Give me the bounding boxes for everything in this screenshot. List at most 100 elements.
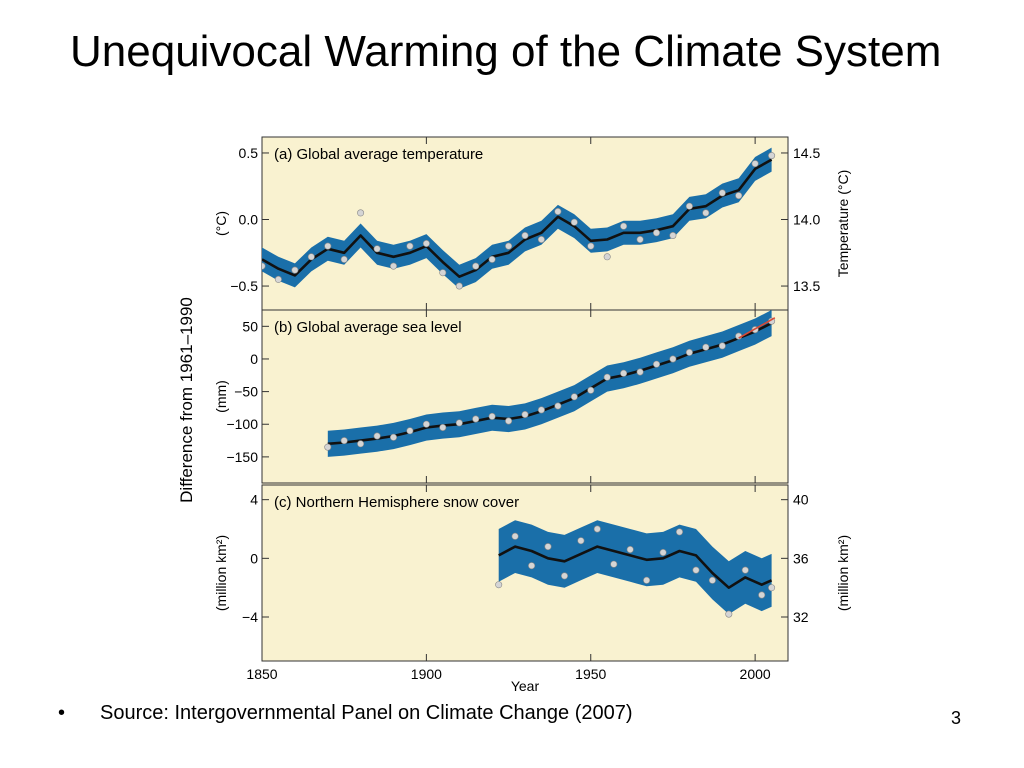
data-point [455, 419, 463, 427]
data-point [439, 269, 447, 277]
y-tick-label: −100 [226, 416, 258, 432]
data-point [537, 406, 545, 414]
data-point [422, 420, 430, 428]
series-line [498, 545, 773, 589]
data-point [702, 343, 710, 351]
panel-ylabel-b: (mm) [213, 380, 229, 413]
x-tick-label: 1900 [411, 666, 442, 682]
y-tick-label: 0 [250, 351, 258, 367]
data-point [659, 548, 667, 556]
data-point [593, 525, 601, 533]
data-point [669, 355, 677, 363]
data-point [652, 229, 660, 237]
y-tick-label: 50 [242, 318, 258, 334]
data-point [626, 545, 634, 553]
data-point [340, 255, 348, 263]
y-tick-label: 4 [250, 492, 258, 508]
data-point [685, 348, 693, 356]
data-point [511, 532, 519, 540]
data-point [636, 368, 644, 376]
source-citation: • Source: Intergovernmental Panel on Clim… [58, 702, 633, 725]
data-point [528, 562, 536, 570]
data-point [406, 242, 414, 250]
data-point [570, 393, 578, 401]
data-point [488, 255, 496, 263]
data-point [521, 410, 529, 418]
right-tick-label: 14.0 [793, 212, 820, 228]
data-point [406, 427, 414, 435]
data-point [636, 236, 644, 244]
panel-data-b [324, 310, 776, 457]
data-point [587, 242, 595, 250]
y-tick-label: −4 [242, 609, 258, 625]
data-point [718, 189, 726, 197]
data-point [357, 440, 365, 448]
data-point [620, 369, 628, 377]
panel-b: 50 0 −50 −100 −150 (b) Global average sea lev… [213, 309, 789, 484]
data-point [521, 232, 529, 240]
data-point [708, 576, 716, 584]
data-point [291, 266, 299, 274]
data-point [741, 566, 749, 574]
panel-frame-c [261, 484, 789, 662]
data-point [758, 591, 766, 599]
data-point [718, 342, 726, 350]
data-point [577, 537, 585, 545]
data-point [472, 262, 480, 270]
data-point [587, 386, 595, 394]
satellite-trend-line [738, 317, 776, 339]
x-tick-label: 2000 [740, 666, 771, 682]
page-title: Unequivocal Warming of the Climate Syste… [70, 27, 942, 76]
data-point [610, 560, 618, 568]
data-point [324, 242, 332, 250]
data-point [725, 610, 733, 618]
data-point [652, 360, 660, 368]
data-point [357, 209, 365, 217]
y-tick-label: −150 [226, 449, 258, 465]
panel-title-b: (b) Global average sea level [274, 319, 462, 336]
data-point [643, 576, 651, 584]
panel-ylabel-c: (million km²) [213, 535, 229, 611]
panel-title-c: (c) Northern Hemisphere snow cover [274, 494, 519, 511]
y-tick-label: −50 [234, 384, 258, 400]
data-point [751, 160, 759, 168]
data-point [537, 236, 545, 244]
data-point [495, 581, 503, 589]
y-tick-label: 0.0 [239, 212, 259, 228]
data-point [669, 232, 677, 240]
data-point [768, 152, 776, 160]
page-number: 3 [951, 708, 962, 728]
panel-right-label-a: Temperature (°C) [835, 170, 851, 278]
data-point [455, 282, 463, 290]
data-point [488, 412, 496, 420]
data-point [560, 572, 568, 580]
panel-frame-b [261, 309, 789, 484]
x-axis-label: Year [511, 678, 540, 694]
data-point [570, 218, 578, 226]
x-tick-label: 1850 [246, 666, 277, 682]
data-point [505, 242, 513, 250]
uncertainty-band [327, 310, 772, 457]
data-point [324, 443, 332, 451]
data-point [262, 262, 266, 270]
x-tick-label: 1950 [575, 666, 606, 682]
y-tick-label: 0.5 [239, 145, 259, 161]
data-point [768, 584, 776, 592]
data-point [274, 275, 282, 283]
data-point [735, 192, 743, 200]
data-point [554, 208, 562, 216]
data-point [620, 222, 628, 230]
bullet: • [58, 702, 66, 724]
data-point [603, 253, 611, 261]
data-point [472, 415, 480, 423]
panel-a: 0.5 0.0 −0.5 14.5 14.0 13.5 (a) Global average… [213, 136, 851, 311]
uncertainty-band [498, 520, 772, 615]
source-text: Source: Intergovernmental Panel on Clima… [100, 702, 633, 724]
data-point [544, 543, 552, 551]
data-point [340, 437, 348, 445]
right-tick-label: 36 [793, 550, 809, 566]
data-point [307, 253, 315, 261]
panel-title-a: (a) Global average temperature [274, 146, 483, 163]
